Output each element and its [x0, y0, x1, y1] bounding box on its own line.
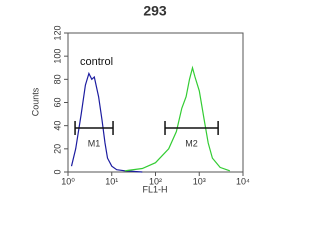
y-axis-label: Counts [30, 87, 40, 116]
chart: 293 control FL1-H Counts 0 20 40 60 80 100 120… [30, 3, 250, 195]
x-axis-label: FL1-H [142, 184, 167, 194]
y-tick-label: 0 [52, 169, 62, 174]
gate-label: M2 [185, 138, 198, 148]
y-tick-label: 20 [52, 144, 62, 154]
x-tick-label: 10¹ [105, 176, 118, 186]
y-tick-label: 100 [52, 49, 62, 64]
x-tick-label: 10⁴ [236, 176, 250, 186]
gate-label: M1 [88, 138, 101, 148]
histogram-line [124, 65, 230, 172]
y-tick-label: 60 [52, 97, 62, 107]
y-tick-label: 40 [52, 121, 62, 131]
annotation: control [80, 56, 113, 68]
x-tick-label: 10³ [193, 176, 206, 186]
histogram-line [70, 71, 143, 173]
y-tick-label: 80 [52, 74, 62, 84]
x-tick-label: 10² [149, 176, 162, 186]
y-tick-label: 120 [52, 25, 62, 40]
chart-title: 293 [143, 3, 167, 19]
x-tick-label: 10⁰ [61, 176, 75, 186]
plot-frame [67, 32, 244, 173]
